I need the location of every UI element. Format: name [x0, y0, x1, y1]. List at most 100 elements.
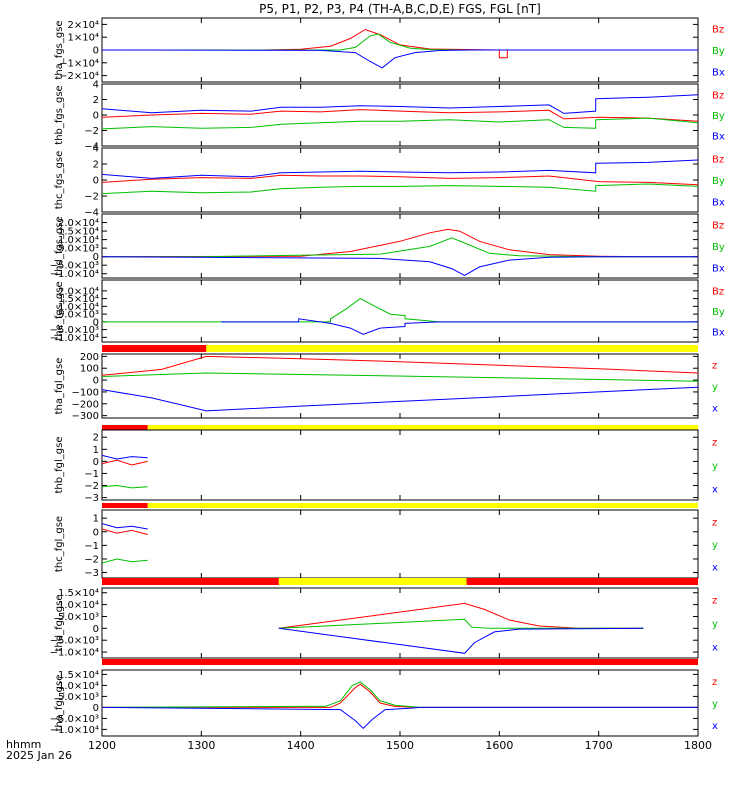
panel-thd_fgs: 2.0×10⁴1.5×10⁴1.0×10⁴5.0×10³0−5.0×10³−1.… — [50, 213, 725, 280]
legend-entry-z: z — [712, 677, 717, 688]
y-tick-label: 0 — [93, 703, 99, 714]
legend-entry-z: z — [712, 361, 717, 372]
legend-entry-Bx: Bx — [712, 132, 725, 143]
y-tick-label: 1.0×10⁴ — [58, 681, 99, 692]
x-tick-label: 1600 — [485, 739, 513, 752]
legend-entry-y: y — [712, 540, 718, 551]
legend-entry-Bz: Bz — [712, 155, 724, 166]
mode-bar-segment — [102, 503, 148, 508]
legend-entry-x: x — [712, 563, 718, 574]
panel-thc_fgs: 4 2 0 −2 −4 thc_fgs_gse Bz By Bx — [54, 144, 725, 219]
y-tick-label: 5.0×10³ — [58, 612, 99, 623]
y-tick-label: −5.0×10³ — [50, 714, 99, 725]
mode-bar-segment — [278, 578, 467, 585]
series-line-By — [102, 117, 698, 130]
y-tick-label: −1×10⁴ — [59, 58, 99, 69]
y-tick-label: −5.0×10³ — [50, 636, 99, 647]
legend-entry-By: By — [712, 242, 725, 253]
y-axis-label: thb_fgl_gse — [54, 437, 65, 494]
y-tick-label: −4 — [84, 208, 99, 219]
legend-entry-Bz: Bz — [712, 25, 724, 36]
y-tick-label: 2×10⁴ — [68, 20, 99, 31]
panel-frame — [101, 83, 699, 147]
panel-frame — [101, 669, 699, 737]
x-tick-label: 1700 — [585, 739, 613, 752]
y-tick-label: 4 — [93, 80, 99, 91]
series-line-Bz — [102, 228, 698, 258]
series-line-y — [102, 484, 148, 489]
y-tick-label: −5.0×10³ — [50, 325, 99, 336]
series-line-z — [278, 602, 644, 629]
panel-frame — [101, 147, 699, 213]
legend-entry-Bx: Bx — [712, 67, 725, 78]
legend-entry-Bx: Bx — [712, 197, 725, 208]
series-line-Bz — [102, 174, 698, 186]
y-tick-label: −1.0×10⁴ — [50, 269, 99, 280]
y-tick-label: −2 — [84, 481, 99, 492]
y-axis-label: thc_fgs_gse — [54, 151, 65, 210]
series-line-By — [102, 237, 698, 258]
y-tick-label: 1.5×10⁴ — [58, 294, 99, 305]
y-tick-label: 100 — [80, 364, 99, 375]
x-tick-label: 1500 — [386, 739, 414, 752]
y-axis-label: the_fgs_gse — [54, 281, 65, 340]
y-tick-label: −3 — [84, 493, 99, 504]
series-line-By — [102, 298, 698, 323]
y-tick-label: 2 — [93, 433, 99, 444]
mode-bar-segment — [102, 578, 279, 585]
series-line-y — [102, 372, 698, 382]
y-axis-label: thd_fgl_gse — [54, 595, 65, 652]
legend-entry-Bz: Bz — [712, 286, 724, 297]
series-line-z — [102, 528, 148, 535]
legend-entry-y: y — [712, 619, 718, 630]
y-axis-label: thc_fgl_gse — [54, 516, 65, 572]
y-axis-label: tha_fgl_gse — [54, 358, 65, 415]
series-line-y — [102, 681, 698, 708]
y-tick-label: 1×10⁴ — [68, 33, 99, 44]
series-line-x — [102, 706, 698, 729]
y-tick-label: 0 — [93, 624, 99, 635]
y-tick-label: −300 — [72, 411, 99, 422]
series-line-Bx — [102, 159, 698, 179]
y-tick-label: 0 — [93, 252, 99, 263]
y-tick-label: 0 — [93, 111, 99, 122]
y-tick-label: 0 — [93, 527, 99, 538]
panel-frame — [101, 587, 699, 659]
y-tick-label: −2×10⁴ — [59, 71, 99, 82]
series-line-y — [102, 558, 148, 564]
y-tick-label: 1.0×10⁴ — [58, 302, 99, 313]
legend-entry-By: By — [712, 46, 725, 57]
mode-bar-segment — [102, 345, 207, 352]
y-tick-label: 0 — [93, 376, 99, 387]
legend-entry-x: x — [712, 642, 718, 653]
legend-entry-By: By — [712, 176, 725, 187]
panel-the_fgs: 2.0×10⁴1.5×10⁴1.0×10⁴5.0×10³0−5.0×10³−1.… — [50, 279, 725, 344]
y-tick-label: −1 — [84, 541, 99, 552]
y-tick-label: −4 — [84, 142, 99, 153]
panel-frame — [101, 429, 699, 501]
y-tick-label: 1.5×10⁴ — [58, 588, 99, 599]
series-line-y — [278, 618, 644, 629]
legend-entry-y: y — [712, 382, 718, 393]
legend-entry-y: y — [712, 461, 718, 472]
legend-entry-z: z — [712, 438, 717, 449]
y-tick-label: 0 — [93, 457, 99, 468]
series-line-Bx — [102, 49, 698, 69]
legend-entry-z: z — [712, 517, 717, 528]
y-tick-label: 0 — [93, 176, 99, 187]
x-unit-label: hhmm — [6, 738, 41, 751]
y-tick-label: 1.0×10⁴ — [58, 235, 99, 246]
series-line-x — [102, 386, 698, 412]
y-tick-label: 5.0×10³ — [58, 244, 99, 255]
series-line-Bz — [102, 28, 698, 59]
series-line-Bx — [102, 256, 698, 276]
legend-entry-y: y — [712, 699, 718, 710]
series-line-By — [102, 33, 698, 51]
y-tick-label: 1.0×10⁴ — [58, 600, 99, 611]
y-tick-label: −2 — [84, 126, 99, 137]
y-tick-label: 1.5×10⁴ — [58, 227, 99, 238]
